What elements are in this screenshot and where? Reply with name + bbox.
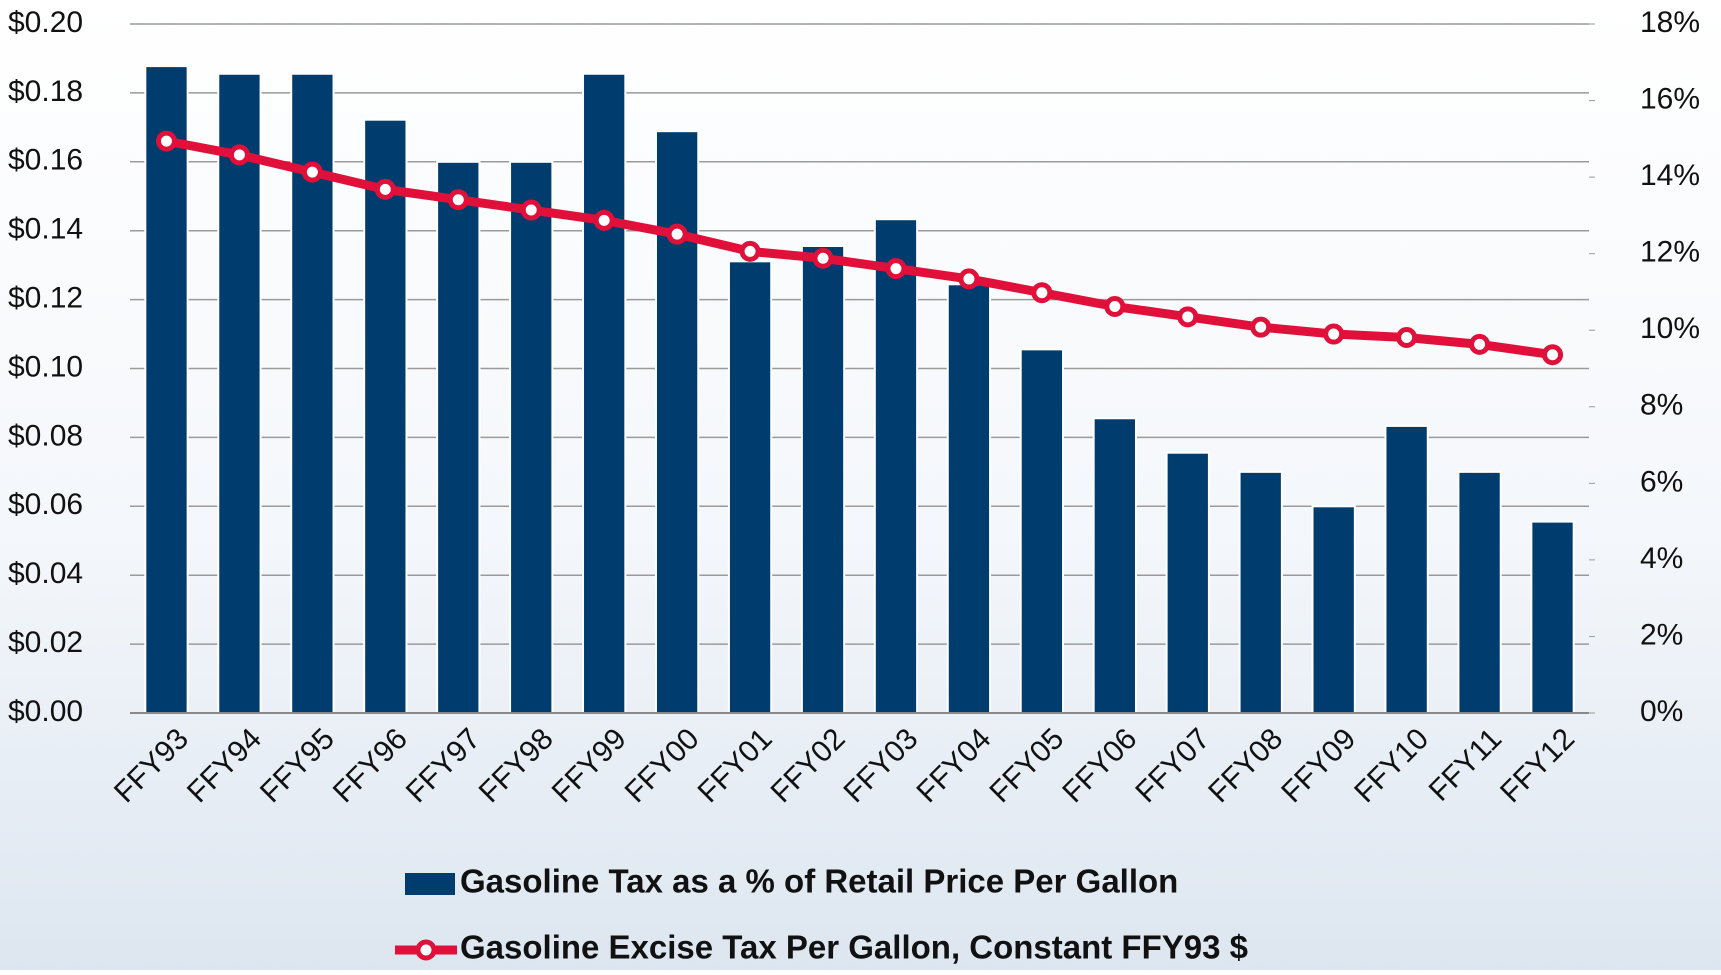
legend-label: Gasoline Excise Tax Per Gallon, Constant… — [460, 929, 1248, 966]
y2-tick-label: 2% — [1640, 618, 1683, 651]
bar — [800, 245, 846, 714]
x-tick-label: FFY01 — [692, 722, 779, 809]
line-marker — [1031, 282, 1053, 304]
line-marker — [812, 247, 834, 269]
legend-swatch — [405, 873, 455, 895]
bar — [217, 72, 262, 714]
bar — [582, 72, 627, 714]
line-marker — [739, 240, 761, 262]
y2-tick-label: 8% — [1640, 389, 1683, 422]
bar — [873, 218, 919, 714]
x-tick-label: FFY97 — [400, 722, 487, 809]
line-marker — [301, 161, 323, 183]
bar — [363, 118, 408, 714]
bar — [1530, 520, 1575, 714]
y-tick-label: $0.06 — [8, 488, 83, 521]
bar — [1238, 470, 1283, 714]
y-tick-label: $0.16 — [8, 144, 83, 177]
x-tick-label: FFY03 — [838, 722, 925, 809]
line-marker — [1542, 344, 1564, 366]
x-tick-label: FFY95 — [254, 722, 341, 809]
bar — [144, 65, 189, 715]
bar — [727, 260, 773, 714]
x-tick-label: FFY02 — [765, 722, 852, 809]
bar — [509, 160, 554, 715]
line-marker — [374, 178, 396, 200]
y-tick-label: $0.20 — [8, 6, 83, 39]
x-tick-label: FFY04 — [910, 722, 997, 809]
y-tick-label: $0.12 — [8, 282, 83, 315]
y2-tick-label: 14% — [1640, 159, 1700, 192]
x-tick-label: FFY98 — [473, 722, 560, 809]
line-marker — [447, 189, 469, 211]
y-tick-label: $0.02 — [8, 626, 83, 659]
x-tick-label: FFY93 — [108, 722, 195, 809]
y-tick-label: $0.00 — [8, 695, 83, 728]
y-tick-label: $0.18 — [8, 75, 83, 108]
legend-label: Gasoline Tax as a % of Retail Price Per … — [460, 863, 1178, 900]
line-marker — [1104, 295, 1126, 317]
x-tick-label: FFY00 — [619, 722, 706, 809]
y2-tick-label: 18% — [1640, 6, 1700, 39]
line-marker — [1177, 306, 1199, 328]
bar — [1457, 470, 1502, 714]
line-marker — [1469, 333, 1491, 355]
bar — [1311, 505, 1356, 714]
bar — [654, 130, 700, 714]
x-tick-label: FFY06 — [1056, 722, 1143, 809]
bar — [1019, 348, 1065, 714]
x-tick-label: FFY96 — [327, 722, 414, 809]
bar — [1384, 424, 1429, 714]
y2-tick-label: 6% — [1640, 465, 1683, 498]
y2-tick-label: 4% — [1640, 542, 1683, 575]
y2-tick-label: 16% — [1640, 82, 1700, 115]
x-tick-label: FFY11 — [1423, 722, 1508, 807]
y-tick-label: $0.14 — [8, 213, 83, 246]
bar — [290, 72, 335, 714]
bar — [436, 160, 481, 715]
x-tick-label: FFY10 — [1348, 722, 1435, 809]
y2-tick-label: 10% — [1640, 312, 1700, 345]
legend-swatch — [415, 939, 437, 961]
bar — [946, 283, 992, 714]
x-tick-label: FFY12 — [1494, 722, 1581, 809]
x-tick-label: FFY09 — [1275, 722, 1362, 809]
x-tick-label: FFY99 — [546, 722, 633, 809]
y-tick-label: $0.10 — [8, 350, 83, 383]
line — [165, 136, 1554, 360]
line-marker — [1250, 316, 1272, 338]
y2-tick-label: 0% — [1640, 695, 1683, 728]
x-tick-label: FFY08 — [1202, 722, 1289, 809]
line-marker — [593, 209, 615, 231]
bar — [1092, 417, 1137, 714]
y-tick-label: $0.08 — [8, 419, 83, 452]
line-marker — [155, 130, 177, 152]
line-marker — [1323, 323, 1345, 345]
line-marker — [958, 268, 980, 290]
line-marker — [228, 144, 250, 166]
line-marker — [666, 223, 688, 245]
x-tick-label: FFY07 — [1129, 722, 1216, 809]
line-marker — [1396, 326, 1418, 348]
line-marker — [520, 199, 542, 221]
bar — [1165, 451, 1210, 714]
x-tick-label: FFY94 — [181, 722, 268, 809]
y-tick-label: $0.04 — [8, 557, 83, 590]
line-marker — [885, 258, 907, 280]
y2-tick-label: 12% — [1640, 236, 1700, 269]
x-tick-label: FFY05 — [983, 722, 1070, 809]
